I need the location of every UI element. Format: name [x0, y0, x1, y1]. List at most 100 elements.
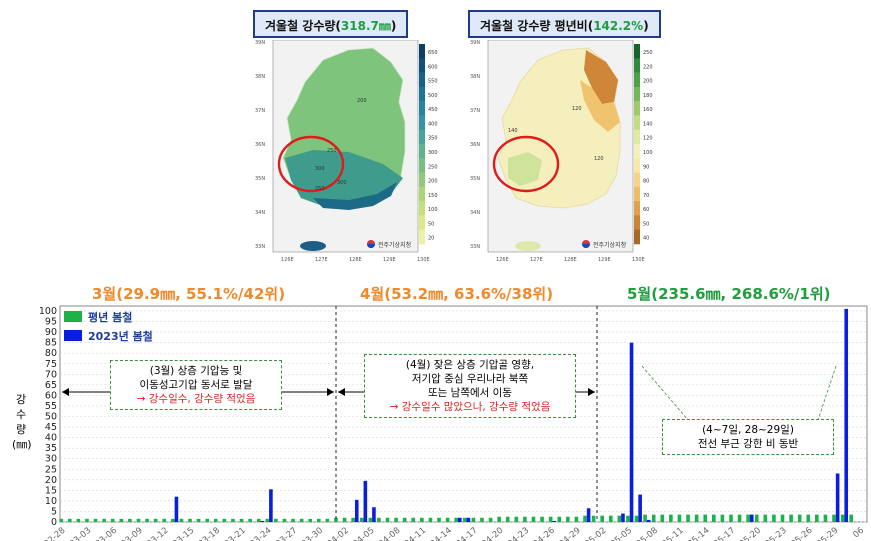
bar-normal — [162, 518, 167, 522]
y-tick-label: 45 — [45, 422, 57, 433]
map-panel-right: 39N 38N 37N 36N 35N 34N 33N 126E 127E 128E 129E 13… — [468, 10, 661, 265]
legend-tick-label: 90 — [643, 164, 649, 170]
legend-color-band — [634, 58, 640, 73]
east-mid-ratio-shape — [580, 80, 620, 132]
x-tick-label: 05-29 — [815, 526, 840, 541]
y-tick-label: 15 — [45, 485, 57, 496]
x-tick-label: 03-24 — [248, 526, 273, 541]
bar-normal — [471, 517, 476, 522]
bar-2023 — [749, 514, 754, 522]
legend-color-band — [419, 58, 425, 73]
legend-tick-label: 60 — [643, 207, 649, 213]
y-tick-label: 85 — [45, 338, 57, 349]
bar-normal — [67, 518, 72, 522]
legend-tick-label: 100 — [643, 150, 653, 156]
contour-label-1: 200 — [357, 98, 367, 104]
x-tick-label: 04-08 — [377, 526, 402, 541]
bar-normal — [188, 518, 192, 522]
bar-normal — [797, 514, 802, 522]
bar-normal — [789, 514, 793, 522]
legend-color-band — [419, 144, 425, 159]
y-tick-label: 50 — [45, 412, 57, 423]
legend-tick-label: 500 — [428, 93, 438, 99]
x-tick-label: 130E — [417, 257, 430, 263]
bar-normal — [849, 514, 853, 522]
bar-normal — [754, 514, 759, 522]
bar-2023 — [466, 517, 471, 522]
legend-color-band — [634, 186, 640, 202]
bar-normal — [574, 516, 579, 522]
x-tick-label: 05-05 — [609, 526, 634, 541]
y-tick-label: 30 — [45, 454, 57, 465]
x-tick-label: 130E — [632, 257, 645, 263]
legend-color-band — [419, 129, 425, 145]
x-tick-label: 05-20 — [738, 526, 763, 541]
x-tick-label: 04-14 — [429, 526, 454, 541]
y-tick-label: 37N — [470, 108, 480, 114]
legend-color-band — [634, 129, 640, 145]
contour-label-3: 120 — [594, 156, 604, 162]
bar-normal — [729, 514, 733, 522]
y-tick-label: 34N — [255, 210, 265, 216]
y-tick-label: 33N — [470, 244, 480, 250]
northeast-high-ratio-shape — [584, 50, 618, 104]
chart-legend: 평년 봄철 2023년 봄철 — [64, 310, 153, 343]
bar-normal — [806, 514, 811, 522]
svg-text:전주기상지청: 전주기상지청 — [378, 241, 411, 249]
bar-normal — [402, 517, 407, 522]
color-scale-legend: 650 600 550 500 450 400 350 300 250 200 150 100 50 20 — [419, 44, 438, 245]
bar-normal — [763, 514, 768, 522]
legend-tick-label: 50 — [428, 221, 434, 227]
x-tick-labels: 02-28 03-03 03-06 03-09 03-12 03-15 03-18 03-21… — [42, 526, 866, 541]
bar-normal — [102, 518, 106, 522]
y-tick-label: 80 — [45, 348, 57, 359]
bar-normal — [454, 517, 458, 522]
legend-tick-label: 250 — [643, 50, 653, 56]
legend-color-band — [419, 229, 425, 245]
legend-color-band — [634, 144, 640, 159]
jeju-island — [300, 241, 326, 251]
right-map-figure: 39N 38N 37N 36N 35N 34N 33N 126E 127E 128E 129E 13… — [470, 40, 653, 263]
legend-tick-label: 40 — [643, 236, 649, 242]
southwest-green-shape — [508, 152, 542, 186]
annotation-april: (4월) 잦은 상층 기압골 영향, 저기압 중심 우리나라 북쪽 또는 남쪽에… — [364, 354, 576, 418]
x-tick-label: 127E — [315, 257, 328, 263]
highlight-circle — [492, 135, 560, 193]
march-summary: 3월(29.9㎜, 55.1%/42위) — [92, 285, 286, 303]
x-tick-label: 03-06 — [94, 526, 119, 541]
legend-color-band — [634, 101, 640, 116]
y-tick-label: 55 — [45, 401, 57, 412]
annotation-may: (4~7일, 28~29일) 전선 부근 강한 비 동반 — [662, 419, 834, 455]
x-tick-label: 05-23 — [763, 526, 788, 541]
y-tick-label: 100 — [39, 306, 57, 317]
legend-swatch-normal — [64, 311, 82, 322]
bar-normal — [548, 516, 553, 522]
x-tick-label: 04-26 — [532, 526, 557, 541]
y-tick-label: 38N — [470, 74, 480, 80]
bar-2023 — [260, 520, 265, 522]
contour-label-3: 300 — [315, 166, 325, 172]
bar-normal — [428, 517, 433, 522]
bar-normal — [119, 518, 124, 522]
agency-logo: 전주기상지청 — [367, 240, 411, 249]
bar-normal — [377, 517, 381, 522]
x-tick-label: 04-17 — [454, 526, 479, 541]
legend-color-band — [419, 115, 425, 131]
contour-label-4: 250 — [315, 186, 325, 192]
x-tick-label: 03-15 — [171, 526, 196, 541]
x-tick-label: 128E — [564, 257, 577, 263]
bar-normal — [420, 517, 424, 522]
legend-tick-label: 120 — [643, 136, 653, 142]
callout-line-late-may — [817, 365, 837, 421]
legend-tick-label: 70 — [643, 193, 649, 199]
legend-tick-label: 350 — [428, 136, 438, 142]
x-tick-label: 05-14 — [686, 526, 711, 541]
contour-label-2: 120 — [572, 106, 582, 112]
bar-normal — [514, 516, 519, 522]
bar-2023 — [638, 494, 642, 522]
legend-tick-label: 20 — [428, 236, 434, 242]
legend-tick-label: 200 — [643, 79, 653, 85]
y-tick-label: 10 — [45, 496, 57, 507]
bar-normal — [823, 514, 828, 522]
